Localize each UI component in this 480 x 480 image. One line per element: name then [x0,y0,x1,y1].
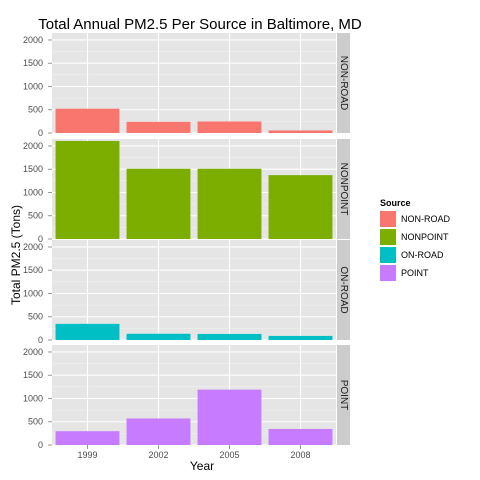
legend-title: Source [380,198,411,208]
legend-swatch [380,229,396,245]
bar-nonpoint-2002 [126,168,191,239]
y-tick-label: 0 [38,440,43,450]
facet-panels: 0 500 1000 1500 2000 NON-ROAD 0 500 1000 1500 2000… [23,33,350,450]
bar-point-1999 [55,431,120,445]
y-tick-label: 2000 [23,347,43,357]
panel-background [52,240,336,340]
facet-strip [337,240,350,340]
x-tick-label: 1999 [77,450,97,460]
y-tick-label: 1500 [23,58,43,68]
y-tick-label: 500 [28,211,43,221]
y-tick-label: 1000 [23,393,43,403]
y-tick-label: 2000 [23,242,43,252]
y-tick-label: 0 [38,335,43,345]
facet-strip-label: POINT [338,380,349,411]
facet-strip-label: NONPOINT [338,163,349,216]
bar-point-2005 [197,389,262,445]
panel-on-road: 0 500 1000 1500 2000 ON-ROAD [23,240,350,345]
legend-label: NONPOINT [401,232,449,242]
y-tick-label: 500 [28,312,43,322]
legend-label: ON-ROAD [401,250,444,260]
facet-strip [337,33,350,133]
y-tick-label: 0 [38,128,43,138]
bar-on-road-2008 [268,335,333,340]
y-tick-label: 500 [28,417,43,427]
bar-on-road-2005 [197,333,262,340]
y-tick-label: 1000 [23,81,43,91]
legend-swatch [380,211,396,227]
y-tick-label: 1500 [23,265,43,275]
bar-on-road-1999 [55,323,120,340]
legend-label: POINT [401,268,429,278]
bar-on-road-2002 [126,333,191,340]
y-tick-label: 1000 [23,288,43,298]
bar-point-2008 [268,428,333,445]
panel-nonpoint: 0 500 1000 1500 2000 NONPOINT [23,139,350,244]
facet-strip-label: NON-ROAD [338,56,349,110]
bar-non-road-1999 [55,108,120,133]
bar-non-road-2002 [126,121,191,133]
x-tick-label: 2008 [290,450,310,460]
facet-strip-label: ON-ROAD [338,266,349,313]
legend-label: NON-ROAD [401,214,450,224]
bar-non-road-2008 [268,130,333,133]
bar-non-road-2005 [197,121,262,133]
y-tick-label: 2000 [23,141,43,151]
panel-point: 0 500 1000 1500 2000 POINT [23,345,350,450]
x-axis-title: Year [190,459,214,473]
y-tick-label: 1500 [23,164,43,174]
y-tick-label: 1000 [23,187,43,197]
y-tick-label: 1500 [23,370,43,380]
y-axis-title: Total PM2.5 (Tons) [9,205,23,305]
legend-swatch [380,265,396,281]
bar-point-2002 [126,418,191,445]
y-tick-label: 0 [38,234,43,244]
legend: Source NON-ROAD NONPOINT ON-ROAD POINT [380,198,450,281]
chart-title: Total Annual PM2.5 Per Source in Baltimo… [38,16,362,33]
bar-nonpoint-1999 [55,140,120,239]
x-axis: 1999 2002 2005 2008 [77,445,311,460]
facet-strip [337,139,350,239]
panel-background [52,345,336,445]
facet-strip [337,345,350,445]
legend-swatch [380,247,396,263]
bar-nonpoint-2008 [268,175,333,239]
x-tick-label: 2002 [148,450,168,460]
y-tick-label: 500 [28,105,43,115]
bar-nonpoint-2005 [197,168,262,239]
x-tick-label: 2005 [219,450,239,460]
panel-non-road: 0 500 1000 1500 2000 NON-ROAD [23,33,350,138]
y-tick-label: 2000 [23,35,43,45]
